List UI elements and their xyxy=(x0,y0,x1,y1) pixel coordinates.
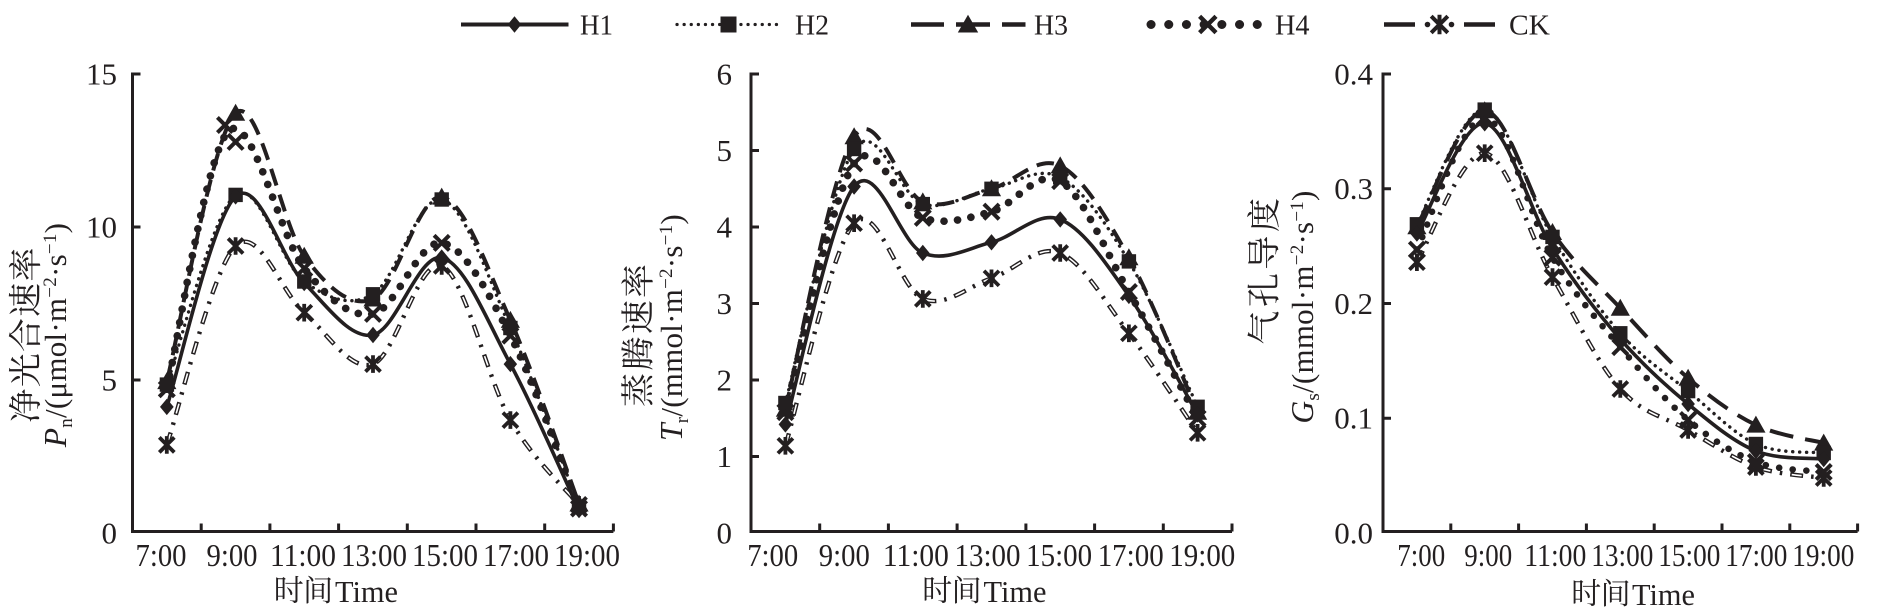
svg-text:0.2: 0.2 xyxy=(1334,286,1373,321)
svg-text:13:00: 13:00 xyxy=(341,537,407,573)
svg-text:15:00: 15:00 xyxy=(1658,537,1720,573)
svg-text:3: 3 xyxy=(717,286,733,321)
svg-text:H4: H4 xyxy=(1275,10,1310,42)
svg-text:19:00: 19:00 xyxy=(554,537,620,573)
svg-text:Time: Time xyxy=(1632,577,1695,612)
svg-text:9:00: 9:00 xyxy=(819,537,870,573)
svg-text:0: 0 xyxy=(717,515,733,550)
svg-text:Tr/(mmol·m−2·s−1): Tr/(mmol·m−2·s−1) xyxy=(654,214,693,441)
svg-text:CK: CK xyxy=(1509,10,1550,42)
svg-text:19:00: 19:00 xyxy=(1792,537,1854,573)
svg-text:0.0: 0.0 xyxy=(1334,515,1373,550)
svg-text:19:00: 19:00 xyxy=(1169,537,1235,573)
svg-text:2: 2 xyxy=(717,362,733,397)
svg-text:13:00: 13:00 xyxy=(1591,537,1653,573)
svg-text:1: 1 xyxy=(717,439,733,474)
svg-text:4: 4 xyxy=(717,209,733,244)
svg-text:Time: Time xyxy=(984,574,1047,609)
svg-text:11:00: 11:00 xyxy=(270,537,336,573)
svg-text:0.4: 0.4 xyxy=(1334,56,1373,91)
svg-text:15:00: 15:00 xyxy=(412,537,478,573)
svg-text:17:00: 17:00 xyxy=(483,537,549,573)
svg-text:7:00: 7:00 xyxy=(1397,537,1445,573)
svg-text:H2: H2 xyxy=(795,10,829,42)
svg-text:Pn/(μmol·m−2·s−1): Pn/(μmol·m−2·s−1) xyxy=(38,223,77,448)
svg-text:7:00: 7:00 xyxy=(747,537,798,573)
svg-text:17:00: 17:00 xyxy=(1098,537,1164,573)
svg-text:0.3: 0.3 xyxy=(1334,171,1373,206)
svg-text:15:00: 15:00 xyxy=(1026,537,1092,573)
svg-text:5: 5 xyxy=(102,362,118,397)
svg-text:H1: H1 xyxy=(580,10,613,42)
svg-text:0.1: 0.1 xyxy=(1334,401,1373,436)
svg-text:17:00: 17:00 xyxy=(1725,537,1787,573)
svg-text:13:00: 13:00 xyxy=(955,537,1021,573)
svg-text:11:00: 11:00 xyxy=(883,537,949,573)
svg-text:9:00: 9:00 xyxy=(207,537,258,573)
svg-text:Time: Time xyxy=(335,574,398,609)
svg-text:H3: H3 xyxy=(1034,10,1068,42)
svg-text:9:00: 9:00 xyxy=(1464,537,1512,573)
svg-text:Gs/(mmol·m−2·s−1): Gs/(mmol·m−2·s−1) xyxy=(1285,190,1324,423)
svg-text:10: 10 xyxy=(86,209,117,244)
svg-text:15: 15 xyxy=(86,56,117,91)
svg-text:0: 0 xyxy=(102,515,118,550)
svg-text:5: 5 xyxy=(717,133,733,168)
svg-text:6: 6 xyxy=(717,56,733,91)
svg-text:7:00: 7:00 xyxy=(136,537,187,573)
svg-text:11:00: 11:00 xyxy=(1524,537,1586,573)
